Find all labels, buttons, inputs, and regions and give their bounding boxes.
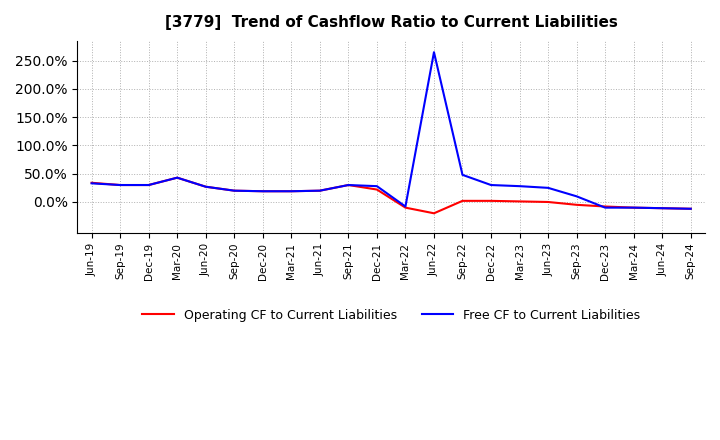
Operating CF to Current Liabilities [686,206,695,211]
Operating CF to Current Liabilities [116,183,125,188]
Operating CF to Current Liabilities [144,183,153,188]
Operating CF to Current Liabilities [230,188,238,193]
Free CF to Current Liabilities [372,183,381,189]
Title: [3779]  Trend of Cashflow Ratio to Current Liabilities: [3779] Trend of Cashflow Ratio to Curren… [165,15,618,30]
Operating CF to Current Liabilities [87,180,96,185]
Free CF to Current Liabilities [572,194,581,199]
Free CF to Current Liabilities [686,206,695,211]
Free CF to Current Liabilities [230,188,238,193]
Operating CF to Current Liabilities [173,175,181,180]
Free CF to Current Liabilities [430,50,438,55]
Operating CF to Current Liabilities [287,189,296,194]
Free CF to Current Liabilities [458,172,467,177]
Free CF to Current Liabilities [516,183,524,189]
Operating CF to Current Liabilities [315,188,324,193]
Line: Free CF to Current Liabilities: Free CF to Current Liabilities [91,52,690,209]
Operating CF to Current Liabilities [600,204,609,209]
Free CF to Current Liabilities [544,185,552,191]
Free CF to Current Liabilities [258,189,267,194]
Operating CF to Current Liabilities [629,205,638,210]
Free CF to Current Liabilities [315,188,324,193]
Line: Operating CF to Current Liabilities: Operating CF to Current Liabilities [91,178,690,213]
Operating CF to Current Liabilities [372,187,381,192]
Operating CF to Current Liabilities [202,184,210,189]
Free CF to Current Liabilities [287,189,296,194]
Operating CF to Current Liabilities [487,198,495,203]
Free CF to Current Liabilities [487,183,495,188]
Legend: Operating CF to Current Liabilities, Free CF to Current Liabilities: Operating CF to Current Liabilities, Fre… [138,304,645,327]
Free CF to Current Liabilities [202,184,210,189]
Operating CF to Current Liabilities [544,199,552,205]
Free CF to Current Liabilities [144,183,153,188]
Free CF to Current Liabilities [401,204,410,209]
Free CF to Current Liabilities [658,205,667,211]
Operating CF to Current Liabilities [458,198,467,203]
Operating CF to Current Liabilities [430,211,438,216]
Operating CF to Current Liabilities [258,189,267,194]
Free CF to Current Liabilities [87,181,96,186]
Operating CF to Current Liabilities [658,205,667,211]
Operating CF to Current Liabilities [344,183,353,188]
Free CF to Current Liabilities [116,183,125,188]
Operating CF to Current Liabilities [401,205,410,210]
Operating CF to Current Liabilities [572,202,581,207]
Free CF to Current Liabilities [629,205,638,210]
Free CF to Current Liabilities [173,175,181,180]
Free CF to Current Liabilities [344,183,353,188]
Free CF to Current Liabilities [600,205,609,210]
Operating CF to Current Liabilities [516,199,524,204]
